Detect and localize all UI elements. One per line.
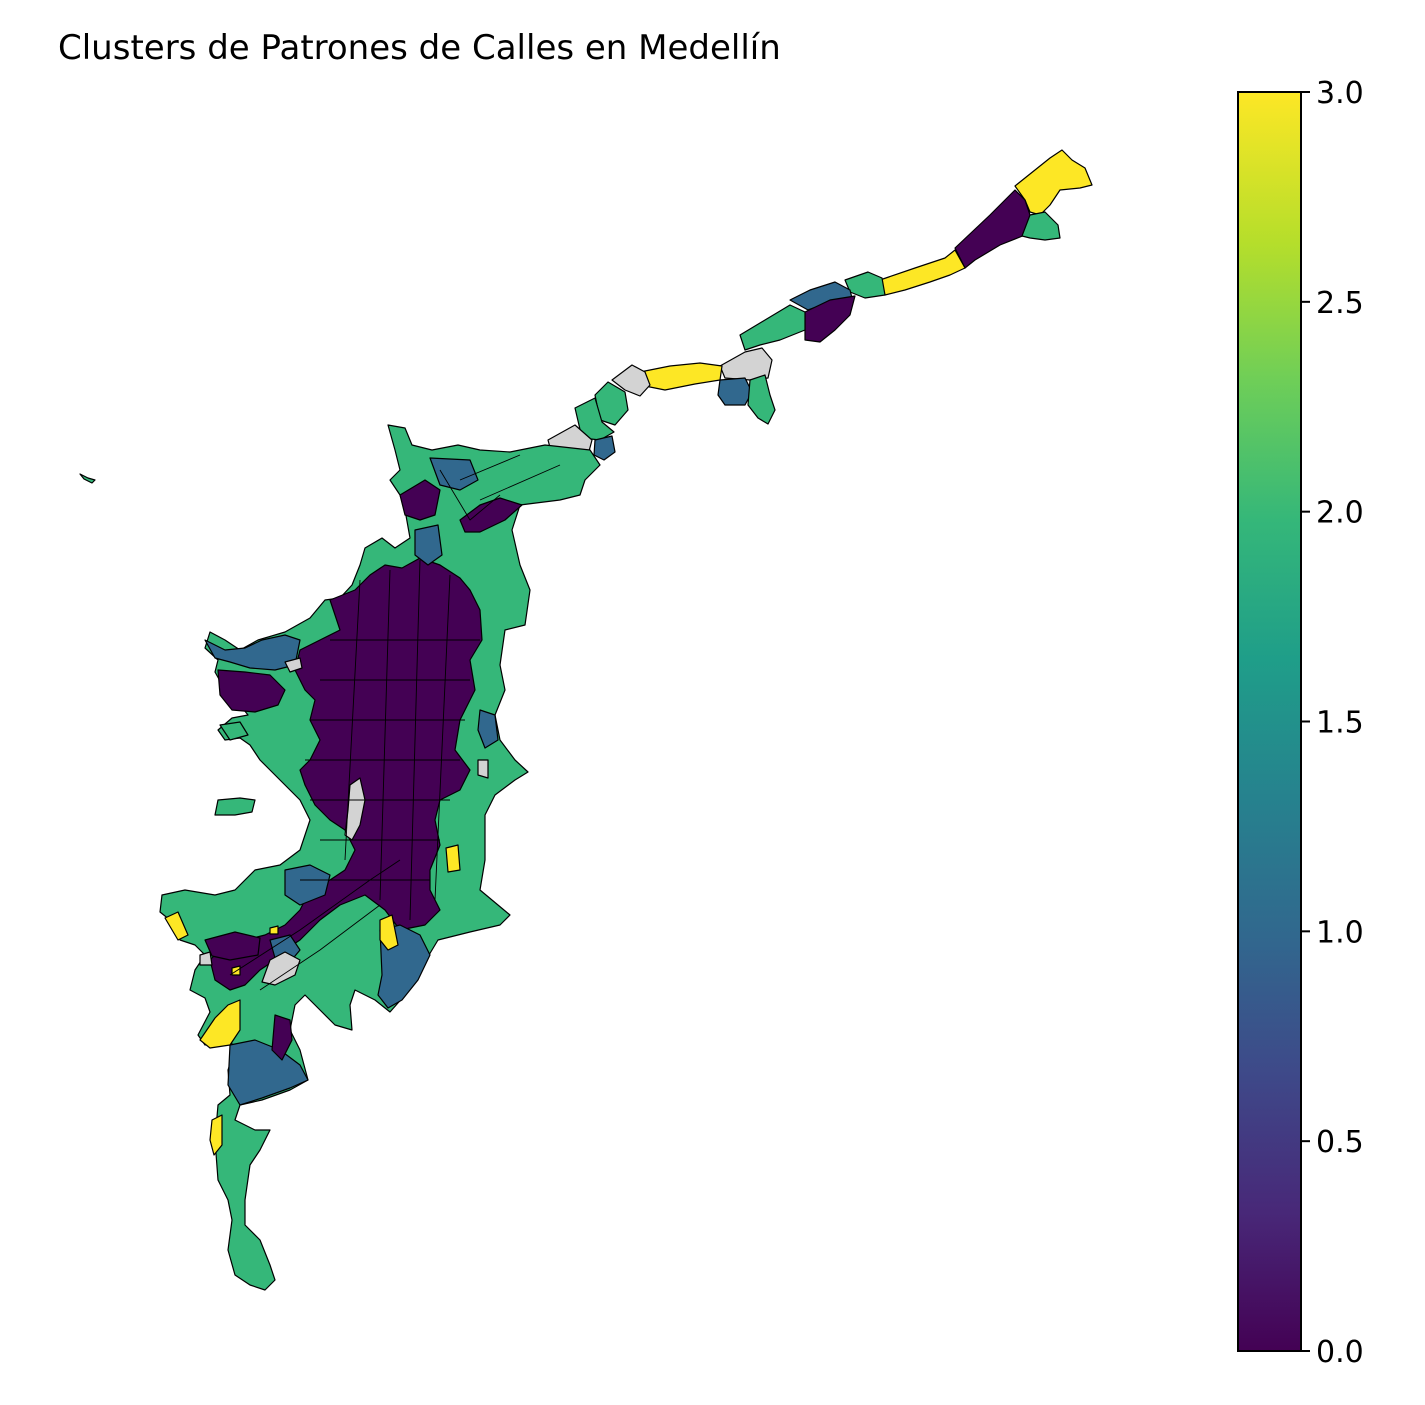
colorbar-ticks: 0.0 0.5 1.0 1.5 2.0 2.5 3.0 [1301, 76, 1364, 1370]
district-west-green-island [214, 797, 256, 816]
map-islet [79, 473, 96, 484]
district-ne-green4 [747, 374, 776, 425]
district-north-purple [399, 479, 441, 521]
colorbar-tick-label: 2.0 [1316, 496, 1364, 531]
district-gray-sw [199, 951, 213, 966]
district-ne-purple [954, 189, 1031, 269]
district-sw-purple2 [271, 1014, 293, 1061]
district-yellow-s [379, 914, 399, 951]
district-gray-south [261, 951, 301, 986]
colorbar-tick-label: 1.5 [1316, 706, 1364, 741]
colorbar-tick-label: 2.5 [1316, 286, 1364, 321]
colorbar-tick-label: 0.0 [1316, 1335, 1364, 1370]
district-gray-west [284, 657, 303, 673]
district-yellow-w [164, 911, 189, 941]
district-north-blue [429, 457, 479, 491]
district-ne-blue2 [717, 377, 753, 406]
district-sw-blue2 [269, 934, 301, 963]
city-map [79, 149, 1093, 1291]
district-west-blue [204, 634, 301, 671]
district-west-green-island2 [219, 721, 249, 741]
district-yellow-sw [199, 999, 241, 1049]
district-ne-green3 [739, 304, 806, 351]
district-yellow-e [445, 844, 461, 873]
district-ne-green-small [1021, 211, 1061, 241]
district-sw-purple [204, 931, 261, 961]
district-gray-east [477, 759, 489, 779]
neighborhood-boundaries [229, 454, 561, 991]
district-west-purple [217, 669, 286, 713]
colorbar: 0.0 0.5 1.0 1.5 2.0 2.5 3.0 [1237, 76, 1364, 1370]
map-title: Clusters de Patrones de Calles en Medell… [58, 28, 781, 68]
district-ne-yellow2 [639, 362, 723, 391]
district-yellow-tiny [231, 965, 241, 976]
district-north-blue2 [414, 524, 443, 566]
colorbar-tick-label: 3.0 [1316, 76, 1364, 111]
colorbar-tick-label: 0.5 [1316, 1125, 1364, 1160]
colorbar-tick-label: 1.0 [1316, 915, 1364, 950]
district-ne-yellow [879, 249, 966, 296]
district-ne-tip [1014, 149, 1093, 216]
district-ne-purple2 [804, 295, 856, 343]
district-ne-blue3 [593, 435, 616, 461]
district-ne-gray2 [611, 364, 651, 397]
district-north-purple2 [459, 497, 523, 533]
district-south-blue2 [284, 864, 331, 906]
colorbar-gradient [1237, 91, 1302, 1352]
district-sw-blue [227, 1039, 309, 1106]
district-yellow-ss [209, 1114, 223, 1156]
district-yellow-tiny2 [269, 925, 279, 935]
district-east-blue [477, 709, 499, 749]
